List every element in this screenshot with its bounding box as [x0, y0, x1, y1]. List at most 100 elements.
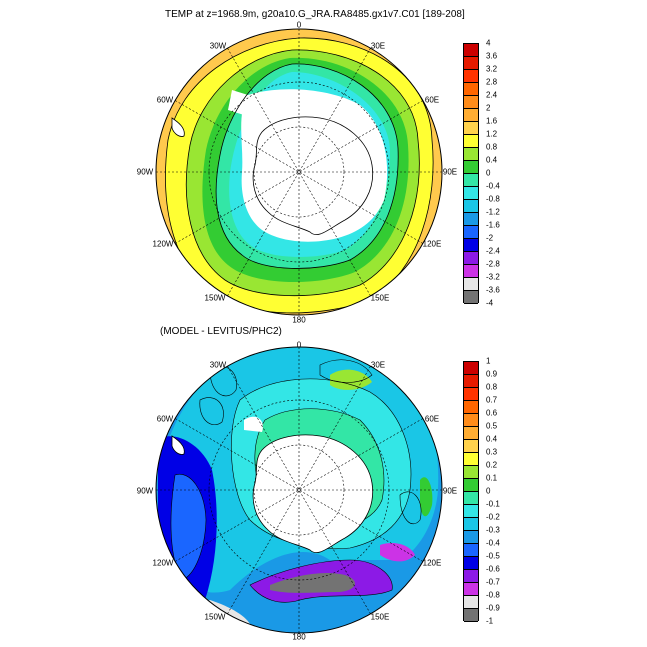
bottom-colorbar-swatch	[464, 492, 478, 505]
bottom-colorbar-label: 0	[486, 486, 491, 496]
bottom-colorbar-swatch	[464, 388, 478, 401]
bottom-colorbar-swatch	[464, 479, 478, 492]
bottom-lon-label: 150W	[204, 612, 226, 622]
bottom-colorbar-swatch	[464, 362, 478, 375]
top-lon-label: 30W	[209, 41, 227, 51]
bottom-colorbar-label: 0.1	[486, 473, 498, 483]
bottom-colorbar-label: -1	[486, 616, 494, 626]
top-lon-label: 60E	[424, 95, 440, 105]
top-colorbar-label: -0.4	[486, 181, 500, 191]
bottom-colorbar-swatch	[464, 570, 478, 583]
top-colorbar-swatch	[464, 226, 478, 239]
bottom-difference-map	[156, 347, 442, 633]
bottom-colorbar-swatch	[464, 375, 478, 388]
bottom-lon-label: 60E	[424, 414, 440, 424]
top-colorbar-label: -1.6	[486, 220, 500, 230]
bottom-colorbar-label: 0.5	[486, 421, 498, 431]
top-colorbar-label: 0.4	[486, 155, 498, 165]
top-colorbar-label: 1.6	[486, 116, 498, 126]
top-colorbar-swatch	[464, 278, 478, 291]
top-colorbar-label: 0.8	[486, 142, 498, 152]
top-colorbar-swatch	[464, 135, 478, 148]
bottom-colorbar-label: 0.8	[486, 382, 498, 392]
bottom-map-title: (MODEL - LEVITUS/PHC2)	[160, 326, 282, 337]
bottom-colorbar-swatch	[464, 518, 478, 531]
top-colorbar-swatch	[464, 265, 478, 278]
top-lon-label: 90W	[136, 167, 154, 177]
top-colorbar-swatch	[464, 44, 478, 57]
top-colorbar-label: 2.8	[486, 77, 498, 87]
bottom-colorbar-label: 0.9	[486, 369, 498, 379]
top-colorbar-swatch	[464, 200, 478, 213]
bottom-lon-label: 60W	[156, 414, 174, 424]
bottom-lon-label: 30W	[209, 360, 227, 370]
bottom-colorbar-label: -0.2	[486, 512, 500, 522]
top-colorbar-swatch	[464, 96, 478, 109]
top-colorbar-label: 0	[486, 168, 491, 178]
bottom-lon-label: 30E	[370, 360, 386, 370]
bottom-colorbar-label: 0.7	[486, 395, 498, 405]
bottom-lon-label: 90W	[136, 486, 154, 496]
top-colorbar-swatch	[464, 57, 478, 70]
top-colorbar-swatch	[464, 213, 478, 226]
top-colorbar-swatch	[464, 187, 478, 200]
top-map-title: TEMP at z=1968.9m, g20a10.G_JRA.RA8485.g…	[165, 9, 465, 20]
bottom-colorbar-swatch	[464, 505, 478, 518]
top-colorbar-label: -0.8	[486, 194, 500, 204]
bottom-colorbar-label: 0.6	[486, 408, 498, 418]
top-colorbar-label: -4	[486, 298, 494, 308]
bottom-colorbar-swatch	[464, 557, 478, 570]
bottom-colorbar-label: -0.9	[486, 603, 500, 613]
top-colorbar-label: -3.6	[486, 285, 500, 295]
top-colorbar-swatch	[464, 122, 478, 135]
top-lon-label: 150E	[370, 293, 390, 303]
top-lon-label: 120W	[152, 239, 174, 249]
bottom-colorbar-swatch	[464, 440, 478, 453]
top-colorbar-swatch	[464, 239, 478, 252]
top-colorbar-swatch	[464, 174, 478, 187]
top-colorbar-label: -1.2	[486, 207, 500, 217]
top-colorbar-swatch	[464, 83, 478, 96]
top-lon-label: 0	[296, 20, 302, 30]
bottom-colorbar-swatch	[464, 414, 478, 427]
bottom-colorbar-label: -0.7	[486, 577, 500, 587]
bottom-lon-label: 120E	[422, 558, 442, 568]
bottom-colorbar-label: -0.5	[486, 551, 500, 561]
top-map-border	[155, 28, 443, 316]
bottom-colorbar-swatch	[464, 453, 478, 466]
bottom-colorbar-swatch	[464, 427, 478, 440]
bottom-colorbar-label: -0.3	[486, 525, 500, 535]
top-colorbar	[463, 43, 479, 304]
bottom-colorbar-label: 0.4	[486, 434, 498, 444]
bottom-colorbar-label: -0.8	[486, 590, 500, 600]
bottom-colorbar-swatch	[464, 401, 478, 414]
top-colorbar-label: -2.8	[486, 259, 500, 269]
bottom-colorbar-swatch	[464, 609, 478, 622]
bottom-colorbar-swatch	[464, 596, 478, 609]
bottom-lon-label: 180	[292, 632, 306, 642]
bottom-colorbar-label: -0.4	[486, 538, 500, 548]
bottom-colorbar-label: 0.3	[486, 447, 498, 457]
bottom-colorbar-swatch	[464, 583, 478, 596]
bottom-colorbar-label: 1	[486, 356, 491, 366]
bottom-lon-label: 120W	[152, 558, 174, 568]
top-lon-label: 150W	[204, 293, 226, 303]
bottom-colorbar-label: -0.6	[486, 564, 500, 574]
top-colorbar-label: -2	[486, 233, 494, 243]
top-lon-label: 180	[292, 315, 306, 325]
bottom-colorbar-swatch	[464, 531, 478, 544]
bottom-colorbar-swatch	[464, 544, 478, 557]
top-colorbar-swatch	[464, 148, 478, 161]
top-colorbar-swatch	[464, 291, 478, 304]
bottom-colorbar-label: -0.1	[486, 499, 500, 509]
top-colorbar-label: 2	[486, 103, 491, 113]
top-colorbar-swatch	[464, 161, 478, 174]
top-temperature-map	[156, 29, 442, 315]
top-colorbar-swatch	[464, 70, 478, 83]
top-lon-label: 90E	[442, 167, 458, 177]
top-colorbar-label: -2.4	[486, 246, 500, 256]
top-colorbar-label: 3.2	[486, 64, 498, 74]
bottom-map-border	[155, 346, 443, 634]
bottom-colorbar-swatch	[464, 466, 478, 479]
